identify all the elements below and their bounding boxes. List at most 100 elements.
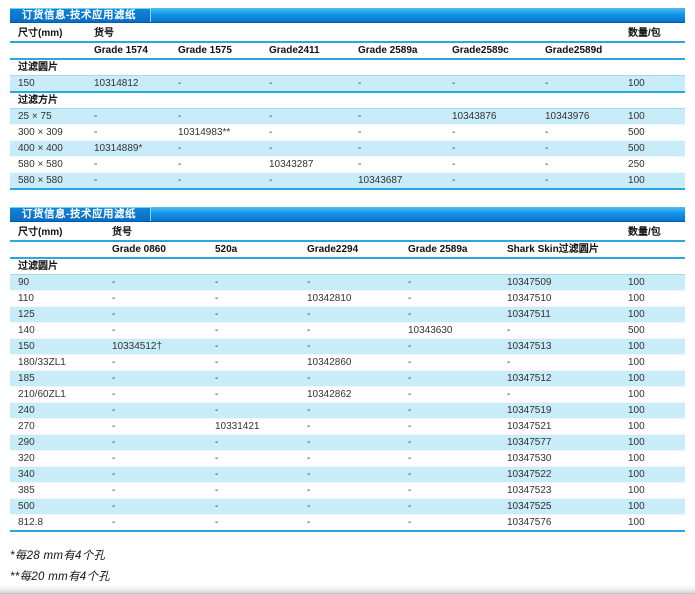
- table-row: 210/60ZL1- -10342862- -100: [10, 386, 685, 403]
- catalog-number-cell: -: [112, 370, 215, 387]
- catalog-number-cell: -: [94, 124, 178, 141]
- catalog-number-cell: 10343287: [269, 156, 358, 173]
- table2-header-row: 尺寸(mm) 货号 数量/包: [10, 225, 685, 242]
- catalog-number-cell: -: [507, 322, 620, 339]
- catalog-number-cell: -: [408, 498, 507, 515]
- table-row: 150 10334512† - - -10347513 100: [10, 338, 685, 355]
- order-table-section-1: 订货信息-技术应用滤纸 尺寸(mm) 货号 数量/包 Grade 1574 Gra…: [0, 8, 695, 190]
- catalog-number-cell: -: [452, 156, 545, 173]
- grade-column-header: 520a: [215, 241, 307, 259]
- catalog-number-cell: -: [408, 466, 507, 483]
- table-row: 125- - - -10347511 100: [10, 306, 685, 323]
- catalog-number-cell: -: [215, 370, 307, 387]
- catalog-number-cell: -: [307, 482, 408, 499]
- footnote-2: **每20 mm有4个孔: [10, 571, 111, 583]
- qty-cell: 100: [620, 466, 685, 483]
- catalog-number-cell: -: [215, 386, 307, 403]
- table1-body: 过滤圆片 150 10314812- - - - -100 过滤方片 25 × 75- - - -10…: [10, 58, 686, 190]
- size-cell: 240: [10, 402, 112, 419]
- catalog-number-cell: -: [215, 466, 307, 483]
- grade-column-header: Grade2589d: [545, 42, 621, 60]
- catalog-number-cell: -: [215, 274, 307, 291]
- catalog-number-cell: -: [178, 172, 269, 190]
- catalog-number-cell: -: [307, 338, 408, 355]
- qty-cell: 500: [620, 140, 686, 157]
- grade-header-spacer: [10, 42, 94, 60]
- catalog-number-cell: -: [307, 274, 408, 291]
- catalog-number-cell: -: [112, 434, 215, 451]
- table-row: 812.8- - - -10347576 100: [10, 514, 685, 532]
- qty-cell: 100: [620, 354, 685, 371]
- size-cell: 290: [10, 434, 112, 451]
- qty-cell: 100: [620, 402, 685, 419]
- catalog-number-cell: -: [94, 108, 178, 125]
- catalog-number-cell: -: [452, 172, 545, 190]
- table-row: 240- - - -10347519 100: [10, 402, 685, 419]
- size-cell: 90: [10, 274, 112, 291]
- catalog-number-cell: -: [408, 274, 507, 291]
- catalog-number-cell: -: [215, 434, 307, 451]
- section-label: 过滤方片: [10, 91, 686, 109]
- catalog-number-header: 货号: [94, 26, 621, 43]
- section-row: 过滤方片: [10, 91, 686, 109]
- catalog-number-cell: -: [215, 402, 307, 419]
- catalog-number-cell: -: [112, 354, 215, 371]
- catalog-number-cell: -: [94, 156, 178, 173]
- catalog-number-cell: -: [215, 498, 307, 515]
- catalog-number-cell: -: [358, 156, 452, 173]
- catalog-number-cell: -: [215, 354, 307, 371]
- section-row: 过滤圆片: [10, 257, 685, 275]
- qty-cell: 500: [620, 124, 686, 141]
- catalog-number-cell: -: [112, 466, 215, 483]
- table-row: 385- - - -10347523 100: [10, 482, 685, 499]
- size-cell: 210/60ZL1: [10, 386, 112, 403]
- catalog-number-cell: -: [408, 450, 507, 467]
- catalog-number-cell: -: [94, 172, 178, 190]
- table-row: 140- - -10343630-500: [10, 322, 685, 339]
- catalog-number-cell: -: [358, 75, 452, 93]
- catalog-number-cell: -: [112, 418, 215, 435]
- size-cell: 812.8: [10, 514, 112, 532]
- qty-cell: 100: [620, 482, 685, 499]
- catalog-number-cell: 10343687: [358, 172, 452, 190]
- catalog-number-cell: 10347525: [507, 498, 620, 515]
- catalog-number-cell: -: [408, 514, 507, 532]
- table-row: 400 × 400 10314889* - - - - -500: [10, 140, 686, 157]
- catalog-number-cell: -: [269, 140, 358, 157]
- table-row: 500- - - -10347525 100: [10, 498, 685, 515]
- catalog-number-cell: -: [269, 124, 358, 141]
- size-cell: 150: [10, 75, 94, 93]
- catalog-number-cell: -: [215, 306, 307, 323]
- size-cell: 140: [10, 322, 112, 339]
- catalog-number-cell: -: [112, 274, 215, 291]
- catalog-number-cell: 10343876: [452, 108, 545, 125]
- catalog-number-cell: -: [307, 450, 408, 467]
- table-row: 320- - - -10347530 100: [10, 450, 685, 467]
- catalog-number-cell: -: [358, 140, 452, 157]
- table-row: 300 × 309-10314983** - - - -500: [10, 124, 686, 141]
- size-cell: 185: [10, 370, 112, 387]
- catalog-number-cell: -: [307, 322, 408, 339]
- catalog-number-cell: 10347530: [507, 450, 620, 467]
- catalog-number-cell: 10347519: [507, 402, 620, 419]
- catalog-number-cell: -: [408, 434, 507, 451]
- order-table-1: 尺寸(mm) 货号 数量/包 Grade 1574 Grade 1575 Grade…: [10, 26, 686, 190]
- qty-cell: 500: [620, 322, 685, 339]
- catalog-number-cell: -: [112, 306, 215, 323]
- table2-title-bar: 订货信息-技术应用滤纸: [10, 207, 685, 222]
- catalog-number-cell: -: [358, 108, 452, 125]
- size-cell: 300 × 309: [10, 124, 94, 141]
- grade-column-header: Grade2589c: [452, 42, 545, 60]
- grade-column-header: Grade 1575: [178, 42, 269, 60]
- quantity-per-pack-header: 数量/包: [620, 225, 685, 242]
- section-row: 过滤圆片: [10, 58, 686, 76]
- grade-column-header: Shark Skin过滤圆片: [507, 241, 620, 259]
- qty-cell: 100: [620, 386, 685, 403]
- qty-cell: 100: [620, 172, 686, 190]
- table2-title: 订货信息-技术应用滤纸: [10, 207, 151, 221]
- catalog-number-cell: -: [269, 75, 358, 93]
- catalog-number-cell: -: [452, 124, 545, 141]
- grade-column-header: Grade 2589a: [408, 241, 507, 259]
- catalog-number-cell: 10343976: [545, 108, 621, 125]
- catalog-number-cell: -: [307, 418, 408, 435]
